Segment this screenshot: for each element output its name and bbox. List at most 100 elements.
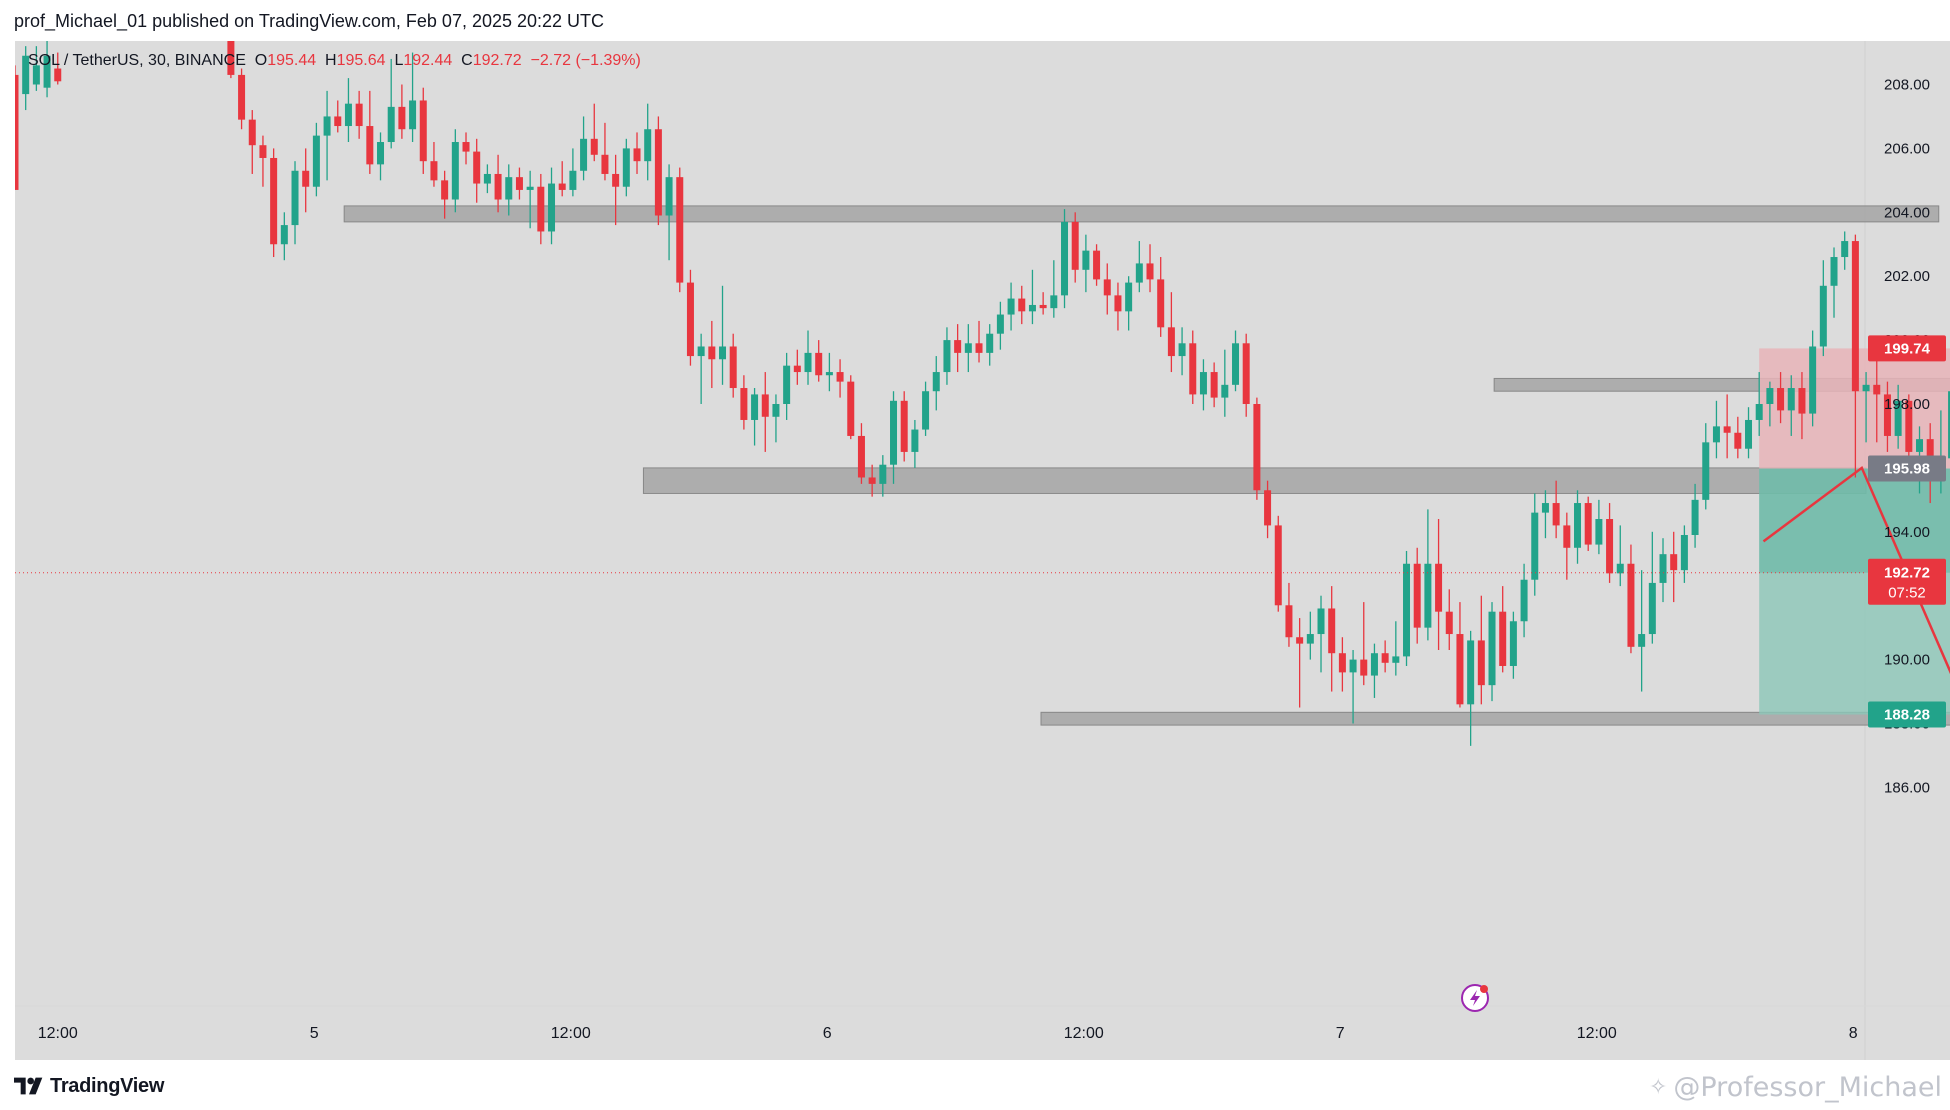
support-resistance-zone[interactable] xyxy=(343,205,1940,223)
candle-down[interactable] xyxy=(868,477,876,484)
candle-down[interactable] xyxy=(815,352,823,376)
candle-up[interactable] xyxy=(1712,426,1720,443)
candle-up[interactable] xyxy=(1424,563,1432,628)
candle-up[interactable] xyxy=(1830,257,1838,286)
candle-down[interactable] xyxy=(1584,503,1592,545)
candle-down[interactable] xyxy=(238,74,246,120)
candle-down[interactable] xyxy=(462,142,470,152)
candle-up[interactable] xyxy=(1317,608,1325,635)
candle-down[interactable] xyxy=(1798,388,1806,414)
candle-down[interactable] xyxy=(1242,343,1250,404)
candle-up[interactable] xyxy=(1028,304,1036,312)
candle-down[interactable] xyxy=(612,173,620,187)
candle-up[interactable] xyxy=(922,391,930,430)
candle-up[interactable] xyxy=(1659,554,1667,583)
candle-down[interactable] xyxy=(1360,659,1368,676)
candle-down[interactable] xyxy=(847,381,855,436)
candle-down[interactable] xyxy=(430,161,438,181)
candle-up[interactable] xyxy=(932,372,940,392)
candle-down[interactable] xyxy=(633,148,641,162)
candle-down[interactable] xyxy=(761,394,769,417)
candle-down[interactable] xyxy=(1670,554,1678,571)
candle-down[interactable] xyxy=(1039,304,1047,309)
candle-up[interactable] xyxy=(1520,579,1528,622)
tradingview-logo[interactable]: TradingView xyxy=(14,1074,164,1098)
candle-up[interactable] xyxy=(1766,388,1774,404)
candle-up[interactable] xyxy=(569,170,577,190)
candle-up[interactable] xyxy=(1809,346,1817,414)
candle-down[interactable] xyxy=(1477,640,1485,686)
candle-down[interactable] xyxy=(1777,388,1785,411)
candle-down[interactable] xyxy=(1606,519,1614,574)
candle-up[interactable] xyxy=(1894,400,1902,436)
candle-up[interactable] xyxy=(22,55,30,95)
candle-down[interactable] xyxy=(1445,611,1453,635)
candle-up[interactable] xyxy=(323,116,331,136)
candle-up[interactable] xyxy=(1745,419,1753,449)
candle-up[interactable] xyxy=(1819,285,1827,347)
candle-up[interactable] xyxy=(43,55,51,88)
candle-up[interactable] xyxy=(1948,391,1950,459)
candle-up[interactable] xyxy=(1488,611,1496,686)
candle-down[interactable] xyxy=(537,186,545,232)
candle-down[interactable] xyxy=(1253,404,1261,491)
candle-down[interactable] xyxy=(1114,295,1122,312)
candle-up[interactable] xyxy=(1541,503,1549,513)
candle-down[interactable] xyxy=(1285,605,1293,638)
candle-up[interactable] xyxy=(644,129,652,162)
candle-up[interactable] xyxy=(1638,634,1646,647)
candle-up[interactable] xyxy=(1648,582,1656,635)
candle-up[interactable] xyxy=(1574,503,1582,548)
chart-container[interactable]: 186.00188.00190.00192.00194.00196.00198.… xyxy=(11,26,1950,1060)
candle-down[interactable] xyxy=(1883,394,1891,436)
candle-up[interactable] xyxy=(1509,621,1517,666)
candle-up[interactable] xyxy=(1841,241,1849,258)
candle-down[interactable] xyxy=(1905,400,1913,452)
candle-up[interactable] xyxy=(280,225,288,245)
candle-up[interactable] xyxy=(526,186,534,190)
candle-up[interactable] xyxy=(943,340,951,373)
candle-down[interactable] xyxy=(1627,563,1635,647)
candle-down[interactable] xyxy=(1274,525,1282,606)
candle-up[interactable] xyxy=(1125,282,1133,312)
candle-up[interactable] xyxy=(1178,343,1186,357)
candle-down[interactable] xyxy=(590,138,598,155)
candle-up[interactable] xyxy=(1349,659,1357,673)
candle-up[interactable] xyxy=(409,100,417,130)
candle-up[interactable] xyxy=(312,135,320,187)
candle-down[interactable] xyxy=(1167,327,1175,357)
candle-down[interactable] xyxy=(954,340,962,353)
candle-down[interactable] xyxy=(1189,343,1197,395)
candle-down[interactable] xyxy=(1093,250,1101,280)
candle-up[interactable] xyxy=(1370,653,1378,676)
candle-up[interactable] xyxy=(986,333,994,353)
candle-down[interactable] xyxy=(836,372,844,382)
candle-up[interactable] xyxy=(377,142,385,165)
support-resistance-zone[interactable] xyxy=(1040,711,1950,726)
candle-down[interactable] xyxy=(1146,263,1154,280)
candle-down[interactable] xyxy=(793,365,801,373)
candle-down[interactable] xyxy=(270,157,278,245)
candle-down[interactable] xyxy=(334,116,342,127)
candle-down[interactable] xyxy=(11,74,19,190)
candle-down[interactable] xyxy=(975,343,983,353)
candle-down[interactable] xyxy=(1071,221,1079,270)
candle-down[interactable] xyxy=(1018,298,1026,312)
candle-up[interactable] xyxy=(825,372,833,376)
candle-up[interactable] xyxy=(804,352,812,373)
candle-down[interactable] xyxy=(248,119,256,146)
candle-up[interactable] xyxy=(1050,295,1058,309)
candle-down[interactable] xyxy=(1157,279,1165,328)
candle-up[interactable] xyxy=(1702,442,1710,500)
candle-down[interactable] xyxy=(1499,611,1507,666)
candle-down[interactable] xyxy=(900,400,908,452)
candle-up[interactable] xyxy=(1082,250,1090,270)
candle-down[interactable] xyxy=(1328,608,1336,654)
candle-up[interactable] xyxy=(911,429,919,452)
candle-up[interactable] xyxy=(1007,298,1015,315)
candle-up[interactable] xyxy=(783,365,791,404)
candle-up[interactable] xyxy=(344,103,352,127)
candle-up[interactable] xyxy=(1531,512,1539,580)
candle-down[interactable] xyxy=(355,103,363,127)
candle-down[interactable] xyxy=(708,346,716,360)
